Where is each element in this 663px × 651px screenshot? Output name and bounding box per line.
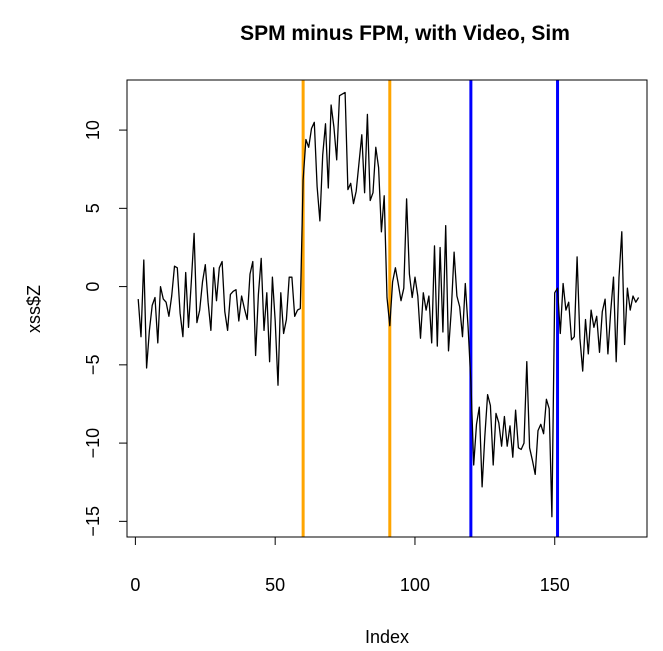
y-tick-label-3: 0	[83, 282, 103, 292]
x-axis-label: Index	[365, 627, 409, 647]
chart-title: SPM minus FPM, with Video, Sim	[240, 22, 570, 45]
y-tick-label-1: −10	[83, 428, 103, 459]
x-tick-label-3: 150	[540, 575, 570, 595]
x-tick-label-2: 100	[400, 575, 430, 595]
y-tick-label-5: 10	[83, 120, 103, 140]
y-tick-label-2: −5	[83, 355, 103, 376]
y-axis: −15 −10 −5 0 5 10	[83, 120, 128, 537]
y-tick-label-4: 5	[83, 203, 103, 213]
x-tick-label-0: 0	[130, 575, 140, 595]
series-group	[137, 91, 640, 518]
series-line-1	[137, 91, 640, 518]
reference-lines	[301, 80, 560, 537]
y-axis-label: xss$Z	[24, 285, 44, 333]
x-axis: 0 50 100 150	[130, 536, 570, 595]
y-tick-label-0: −15	[83, 506, 103, 537]
x-tick-label-1: 50	[265, 575, 285, 595]
